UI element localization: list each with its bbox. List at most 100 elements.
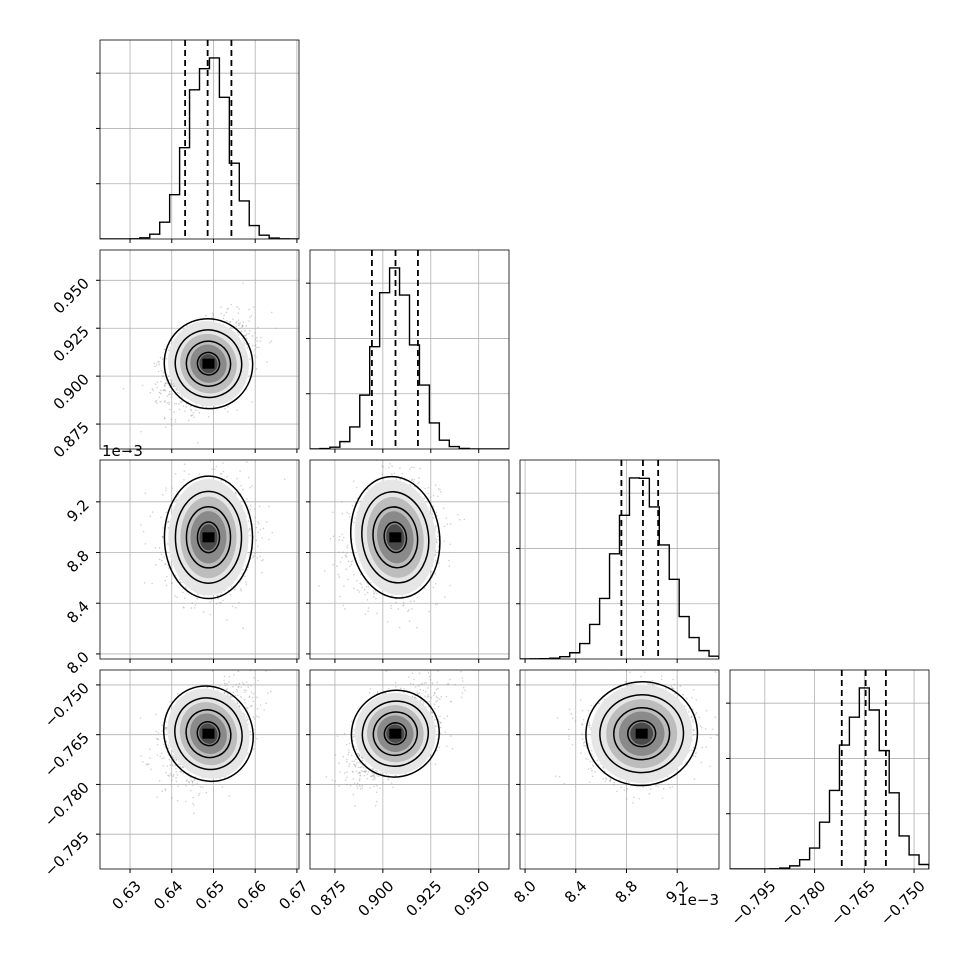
scatter-point xyxy=(243,664,245,666)
scatter-point xyxy=(178,408,181,411)
scatter-point xyxy=(143,582,146,584)
scatter-point xyxy=(205,314,207,317)
scatter-point xyxy=(255,526,258,529)
contour-line xyxy=(383,521,408,554)
scatter-point xyxy=(144,543,147,545)
scatter-point xyxy=(382,466,384,468)
scatter-point xyxy=(170,380,173,382)
scatter-point xyxy=(353,480,355,483)
scatter-point xyxy=(386,620,389,623)
scatter-point xyxy=(152,389,154,391)
scatter-point xyxy=(368,585,370,588)
scatter-point xyxy=(226,619,228,621)
scatter-point xyxy=(227,589,230,592)
scatter-point xyxy=(168,349,170,352)
scatter-point xyxy=(240,589,242,592)
scatter-point xyxy=(271,531,274,534)
scatter-point xyxy=(168,520,170,523)
scatter-point xyxy=(189,408,192,411)
scatter-point xyxy=(161,375,164,377)
scatter-point xyxy=(249,329,251,332)
scatter-point xyxy=(202,611,205,613)
scatter-point xyxy=(372,593,375,595)
scatter-point xyxy=(158,546,161,549)
scatter-point xyxy=(142,530,145,533)
scatter-point xyxy=(251,344,254,347)
scatter-point xyxy=(160,389,162,392)
scatter-point xyxy=(256,340,258,342)
scatter-point xyxy=(197,441,199,444)
scatter-point xyxy=(253,508,256,510)
scatter-point xyxy=(228,675,231,678)
scatter-point xyxy=(247,752,249,755)
scatter-point xyxy=(356,580,358,582)
scatter-point xyxy=(231,605,234,608)
scatter-point xyxy=(163,417,166,419)
scatter-point xyxy=(423,497,426,500)
scatter-point xyxy=(226,320,228,322)
scatter-point xyxy=(247,520,250,522)
scatter-point xyxy=(158,360,160,363)
scatter-point xyxy=(154,383,157,385)
scatter-point xyxy=(432,505,435,508)
contour-line xyxy=(174,329,243,399)
scatter-point xyxy=(341,539,344,542)
scatter-point xyxy=(174,421,177,423)
scatter-point xyxy=(244,334,246,337)
scatter-point xyxy=(394,601,397,604)
scatter-point xyxy=(375,592,378,595)
scatter-point xyxy=(240,484,242,487)
scatter-point xyxy=(175,780,178,783)
scatter-point xyxy=(341,512,344,515)
scatter-point xyxy=(372,590,375,592)
scatter-point xyxy=(251,401,253,403)
scatter-point xyxy=(350,561,353,563)
scatter-point xyxy=(161,559,163,562)
scatter-point xyxy=(226,410,229,413)
scatter-point xyxy=(163,388,166,391)
scatter-point xyxy=(164,563,166,566)
scatter-point xyxy=(235,493,237,495)
scatter-point xyxy=(239,322,241,324)
panel-2-1 xyxy=(306,459,510,663)
scatter-point xyxy=(222,462,224,464)
scatter-point xyxy=(342,536,345,539)
scatter-point xyxy=(156,796,159,799)
scatter-point xyxy=(183,470,186,472)
scatter-point xyxy=(351,560,354,562)
scatter-point xyxy=(175,457,177,459)
scatter-point xyxy=(408,609,410,611)
scatter-point xyxy=(160,516,162,519)
scatter-point xyxy=(260,336,262,339)
scatter-point xyxy=(225,688,228,691)
scatter-point xyxy=(159,392,162,395)
scatter-point xyxy=(161,358,164,360)
scatter-point xyxy=(171,393,173,395)
scatter-point xyxy=(338,535,341,538)
scatter-point xyxy=(249,508,252,511)
scatter-point xyxy=(245,325,248,327)
scatter-point xyxy=(172,384,175,387)
scatter-point xyxy=(167,393,170,396)
panel-frame xyxy=(99,459,300,660)
scatter-point xyxy=(161,730,164,732)
scatter-point xyxy=(246,512,249,514)
scatter-point xyxy=(159,356,162,359)
scatter-point xyxy=(211,316,213,319)
scatter-point xyxy=(234,492,237,494)
scatter-point xyxy=(154,400,157,403)
scatter-point xyxy=(165,727,168,729)
scatter-point xyxy=(427,486,430,489)
scatter-point xyxy=(253,354,256,357)
scatter-point xyxy=(401,595,404,598)
contour-line xyxy=(185,505,232,569)
scatter-point xyxy=(244,330,246,332)
scatter-point xyxy=(242,282,245,285)
scatter-point xyxy=(249,534,251,537)
scatter-point xyxy=(176,596,178,598)
scatter-point xyxy=(217,594,219,597)
scatter-point xyxy=(190,409,193,412)
scatter-point xyxy=(198,792,201,795)
scatter-point xyxy=(342,604,345,607)
scatter-point xyxy=(442,507,445,510)
